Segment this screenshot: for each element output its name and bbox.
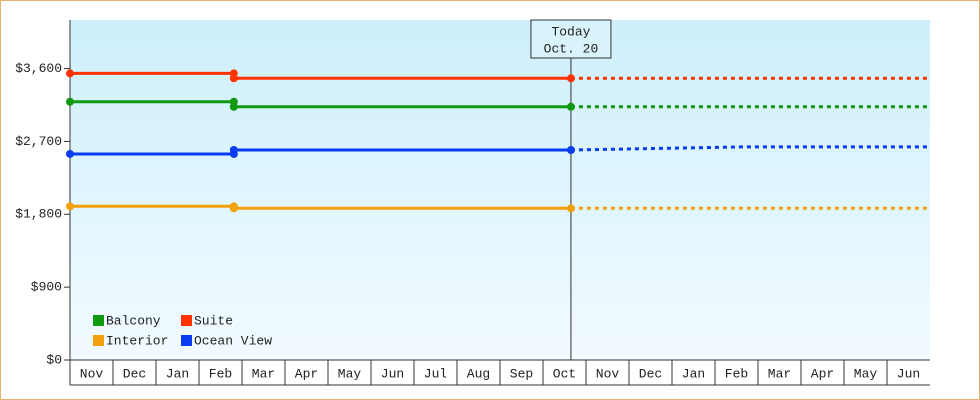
- x-tick-label: Jun: [897, 366, 920, 381]
- today-label: Today: [551, 24, 590, 39]
- y-tick-label: $900: [31, 280, 62, 295]
- price-point: [229, 74, 238, 83]
- legend-swatch: [181, 315, 192, 326]
- x-tick-label: Jan: [682, 366, 705, 381]
- x-tick-label: Nov: [596, 366, 620, 381]
- x-tick-label: Dec: [123, 366, 146, 381]
- x-tick-label: Jan: [166, 366, 189, 381]
- x-tick-label: Jun: [381, 366, 404, 381]
- y-tick-label: $3,600: [15, 61, 62, 76]
- price-point: [229, 204, 238, 213]
- y-tick-label: $1,800: [15, 207, 62, 222]
- x-tick-label: Mar: [252, 366, 275, 381]
- x-tick-label: Aug: [467, 366, 490, 381]
- price-point: [66, 202, 74, 211]
- price-point: [229, 102, 238, 111]
- today-date: Oct. 20: [544, 41, 599, 56]
- x-tick-label: Feb: [725, 366, 748, 381]
- x-tick-label: May: [338, 366, 362, 381]
- price-point: [66, 97, 74, 106]
- y-tick-label: $2,700: [15, 134, 62, 149]
- legend-label: Suite: [194, 313, 233, 328]
- x-tick-label: Mar: [768, 366, 791, 381]
- x-tick-label: Feb: [209, 366, 232, 381]
- legend-label: Interior: [106, 333, 168, 348]
- x-tick-label: Sep: [510, 366, 533, 381]
- y-tick-label: $0: [46, 352, 62, 367]
- x-tick-label: Jul: [424, 366, 448, 381]
- legend-swatch: [93, 335, 104, 346]
- legend-swatch: [181, 335, 192, 346]
- price-point: [566, 204, 575, 213]
- x-tick-label: Apr: [295, 366, 318, 381]
- x-tick-label: Apr: [811, 366, 834, 381]
- price-point: [566, 102, 575, 111]
- price-point: [66, 69, 74, 78]
- x-tick-label: Nov: [80, 366, 104, 381]
- x-tick-label: May: [854, 366, 878, 381]
- price-point: [566, 146, 575, 155]
- plot-area: [70, 20, 930, 360]
- x-tick-label: Dec: [639, 366, 662, 381]
- legend-label: Ocean View: [194, 333, 272, 348]
- legend-label: Balcony: [106, 313, 161, 328]
- legend-swatch: [93, 315, 104, 326]
- x-tick-label: Oct: [553, 366, 576, 381]
- today-box: [530, 19, 612, 59]
- forecast-line: [570, 145, 930, 152]
- price-point: [229, 146, 238, 155]
- price-point: [66, 149, 74, 158]
- price-point: [566, 74, 575, 83]
